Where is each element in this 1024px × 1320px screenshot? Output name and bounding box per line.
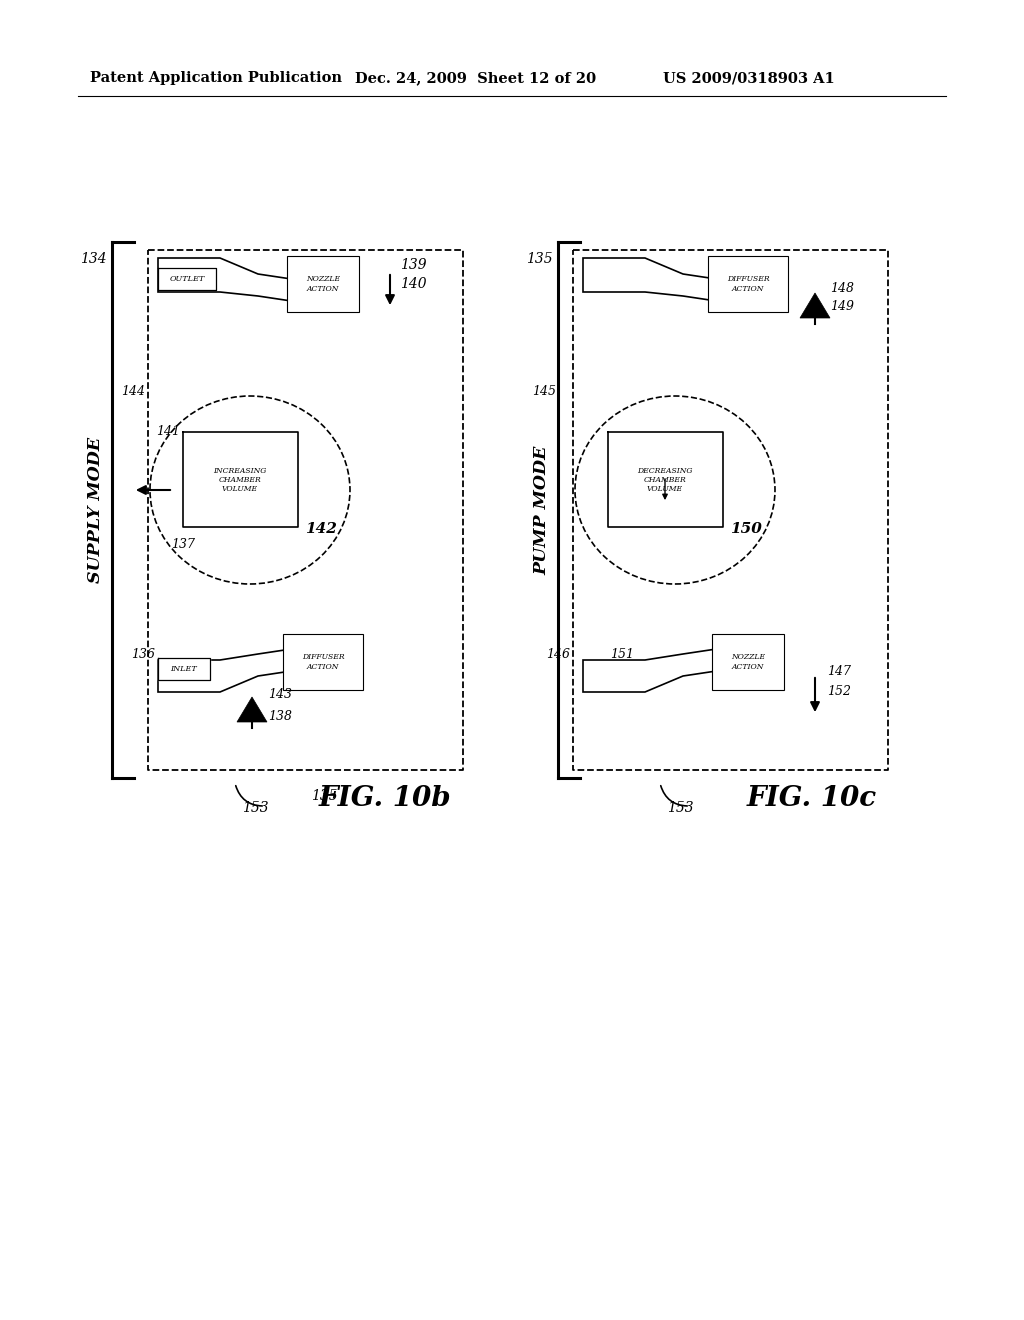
Text: US 2009/0318903 A1: US 2009/0318903 A1 [663, 71, 835, 84]
Text: 142: 142 [305, 521, 337, 536]
Text: DECREASING
CHAMBER
VOLUME: DECREASING CHAMBER VOLUME [637, 467, 693, 494]
Polygon shape [158, 268, 216, 290]
Text: 145: 145 [532, 385, 556, 399]
Text: INLET: INLET [171, 665, 198, 673]
Polygon shape [800, 293, 830, 318]
Text: Dec. 24, 2009  Sheet 12 of 20: Dec. 24, 2009 Sheet 12 of 20 [355, 71, 596, 84]
Text: 149: 149 [830, 300, 854, 313]
Text: 150: 150 [730, 521, 762, 536]
Text: OUTLET: OUTLET [169, 275, 205, 282]
Text: 137: 137 [171, 539, 195, 550]
Text: SUPPLY MODE: SUPPLY MODE [87, 437, 104, 583]
Text: 135: 135 [526, 252, 553, 267]
Text: FIG. 10b: FIG. 10b [318, 784, 452, 812]
Text: 147: 147 [827, 665, 851, 678]
Text: DIFFUSER
ACTION: DIFFUSER ACTION [302, 653, 344, 671]
Polygon shape [237, 697, 267, 722]
Text: 143: 143 [268, 688, 292, 701]
Text: 141: 141 [156, 425, 180, 438]
Text: 153: 153 [242, 801, 268, 814]
Text: 153: 153 [667, 801, 693, 814]
Text: NOZZLE
ACTION: NOZZLE ACTION [731, 653, 765, 671]
Text: NOZZLE
ACTION: NOZZLE ACTION [306, 276, 340, 293]
Text: 139: 139 [400, 257, 427, 272]
Text: INCREASING
CHAMBER
VOLUME: INCREASING CHAMBER VOLUME [213, 467, 266, 494]
Text: 136: 136 [131, 648, 155, 661]
Text: 152: 152 [827, 685, 851, 698]
Text: 138: 138 [268, 710, 292, 723]
Text: 140: 140 [400, 277, 427, 290]
Text: DIFFUSER
ACTION: DIFFUSER ACTION [727, 276, 769, 293]
Text: PUMP MODE: PUMP MODE [534, 445, 551, 574]
Text: Patent Application Publication: Patent Application Publication [90, 71, 342, 84]
Text: 151: 151 [610, 648, 634, 661]
Text: 134: 134 [80, 252, 106, 267]
Text: 148: 148 [830, 282, 854, 294]
Polygon shape [158, 657, 210, 680]
Text: 144: 144 [121, 385, 145, 399]
Text: 146: 146 [546, 648, 570, 661]
Text: FIG. 10c: FIG. 10c [746, 784, 878, 812]
Text: 135: 135 [311, 789, 338, 803]
